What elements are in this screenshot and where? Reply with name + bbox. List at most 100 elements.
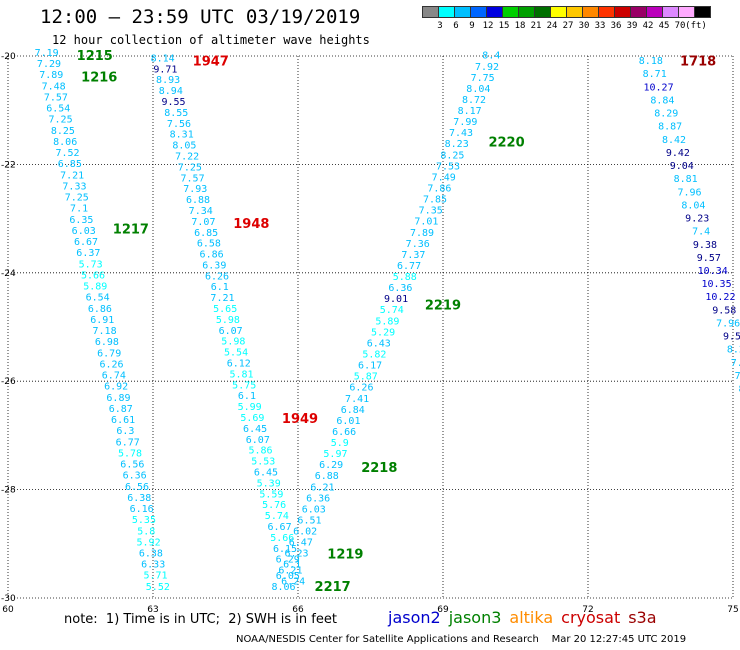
swh-data-label: 6.35 xyxy=(69,215,93,226)
swh-data-label: 5.89 xyxy=(375,316,399,327)
y-tick-label: -28 xyxy=(1,486,16,496)
swh-data-label: 5.8 xyxy=(137,526,155,537)
swh-data-label: 6.1 xyxy=(238,391,256,402)
swh-data-label: 6.87 xyxy=(109,404,133,415)
swh-data-label: 5.75 xyxy=(232,380,256,391)
x-tick-label: 72 xyxy=(582,605,593,615)
swh-data-label: 6.54 xyxy=(86,293,110,304)
swh-data-label: 6.23 xyxy=(284,549,308,560)
swh-data-label: 10.34 xyxy=(698,266,728,277)
swh-data-label: 6.79 xyxy=(97,348,121,359)
swh-data-label: 7.41 xyxy=(345,394,369,405)
swh-data-label: 8.42 xyxy=(662,135,686,146)
swh-data-label: 5.53 xyxy=(251,457,275,468)
swh-data-label: 6.38 xyxy=(139,549,163,560)
pass-time-label: 2218 xyxy=(361,461,397,476)
swh-data-label: 8.04 xyxy=(466,84,490,95)
swh-data-label: 5.9 xyxy=(331,438,349,449)
pass-time-label: 1949 xyxy=(282,412,318,427)
swh-data-label: 8.17 xyxy=(458,106,482,117)
swh-data-label: 5.98 xyxy=(221,337,245,348)
track-jason3: 7.197.297.897.487.576.547.258.258.067.52… xyxy=(35,48,170,593)
swh-data-label: 8.05 xyxy=(172,141,196,152)
satellite-tracks: 7.197.297.897.487.576.547.258.258.067.52… xyxy=(35,48,740,595)
swh-data-label: 7.49 xyxy=(432,172,456,183)
swh-data-label: 5.86 xyxy=(248,446,272,457)
swh-data-label: 8.25 xyxy=(440,150,464,161)
satellite-legend: jason2 jason3 altika cryosat s3a xyxy=(388,608,665,627)
swh-data-label: 6.58 xyxy=(197,239,221,250)
swh-data-label: 10.27 xyxy=(644,82,674,93)
swh-data-label: 5.99 xyxy=(238,402,262,413)
swh-data-label: 7.52 xyxy=(55,148,79,159)
colorbar-label: 42 xyxy=(642,21,654,31)
swh-data-label: 9.38 xyxy=(693,240,717,251)
swh-data-label: 6.07 xyxy=(219,326,243,337)
swh-data-label: 6.02 xyxy=(293,527,317,538)
color-scale-labels: 3 6 9 12 15 18 21 24 27 30 33 36 39 42 45 70 (ft) xyxy=(422,21,740,33)
swh-data-label: 5.76 xyxy=(262,500,286,511)
swh-data-label: 6.01 xyxy=(336,416,360,427)
colorbar-label: 15 xyxy=(498,21,510,31)
swh-data-label: 6.1 xyxy=(283,560,301,571)
x-tick-label: 69 xyxy=(437,605,449,615)
y-tick-label: -20 xyxy=(1,52,16,62)
legend-item-altika: altika xyxy=(509,608,554,627)
x-tick-label: 75 xyxy=(727,605,738,615)
swh-data-label: 9.23 xyxy=(685,214,709,225)
colorbar-label: 33 xyxy=(594,21,606,31)
swh-data-label: 6.77 xyxy=(116,437,140,448)
swh-data-label: 6.17 xyxy=(358,361,382,372)
swh-data-label: 6.26 xyxy=(349,383,373,394)
swh-data-label: 6.36 xyxy=(388,283,412,294)
colorbar-label: 36 xyxy=(610,21,622,31)
swh-data-label: 6.66 xyxy=(332,427,356,438)
swh-data-label: 5.69 xyxy=(240,413,264,424)
swh-data-label: 6.21 xyxy=(310,482,334,493)
pass-time-label: 1215 xyxy=(77,49,113,64)
swh-data-label: 5.89 xyxy=(83,282,107,293)
swh-data-label: 7.34 xyxy=(189,206,213,217)
swh-data-label: 7.19 xyxy=(35,48,59,59)
legend-item-jason3: jason3 xyxy=(448,608,502,627)
swh-data-label: 6.45 xyxy=(254,467,278,478)
grid-lines xyxy=(7,55,734,599)
track-s3a: 8.18 8.71 10.27 8.84 8.29 8.87 8.42 9.42 9.04 8.8… xyxy=(639,54,740,395)
swh-data-label: 7.22 xyxy=(175,151,199,162)
swh-data-label: 7.7 xyxy=(731,358,740,369)
swh-data-label: 6.21 xyxy=(278,566,302,577)
swh-data-label: 6.51 xyxy=(297,515,321,526)
swh-data-label: 6.36 xyxy=(123,471,147,482)
swh-data-label: 8.55 xyxy=(164,108,188,119)
swh-data-label: 5.59 xyxy=(259,489,283,500)
swh-data-label: 7.35 xyxy=(419,206,443,217)
swh-data-label: 5.29 xyxy=(371,327,395,338)
swh-data-label: 6.36 xyxy=(306,493,330,504)
swh-data-label: 6.03 xyxy=(302,504,326,515)
pass-time-label: 2219 xyxy=(425,298,461,313)
swh-data-label: 6.24 xyxy=(281,576,305,587)
swh-data-label: 8.4 xyxy=(482,51,500,62)
legend-item-s3a: s3a xyxy=(628,608,657,627)
pass-time-label: 1217 xyxy=(113,222,149,237)
colorbar-label: 30 xyxy=(578,21,590,31)
x-tick-label: 63 xyxy=(147,605,158,615)
swh-data-label: 6.37 xyxy=(76,248,100,259)
pass-time-label: 1718 xyxy=(680,54,716,69)
swh-data-label: 6.61 xyxy=(111,415,135,426)
swh-data-label: 8.84 xyxy=(650,95,674,106)
swh-data-label: 6.47 xyxy=(289,538,313,549)
swh-data-label: 7.89 xyxy=(410,228,434,239)
pass-time-label: 2217 xyxy=(315,580,351,595)
swh-data-label: 7.21 xyxy=(210,293,234,304)
swh-data-label: 6.26 xyxy=(99,359,123,370)
track-cryosat: 8.149.718.938.949.558.557.568.318.057.22… xyxy=(151,53,318,587)
swh-data-label: 6.88 xyxy=(186,195,210,206)
swh-data-label: 5.97 xyxy=(323,449,347,460)
swh-data-label: 8.71 xyxy=(643,69,667,80)
swh-data-label: 6.38 xyxy=(127,493,151,504)
swh-data-label: 9.57 xyxy=(697,253,721,264)
swh-data-label: 5.78 xyxy=(118,448,142,459)
swh-data-label: 6.43 xyxy=(367,338,391,349)
